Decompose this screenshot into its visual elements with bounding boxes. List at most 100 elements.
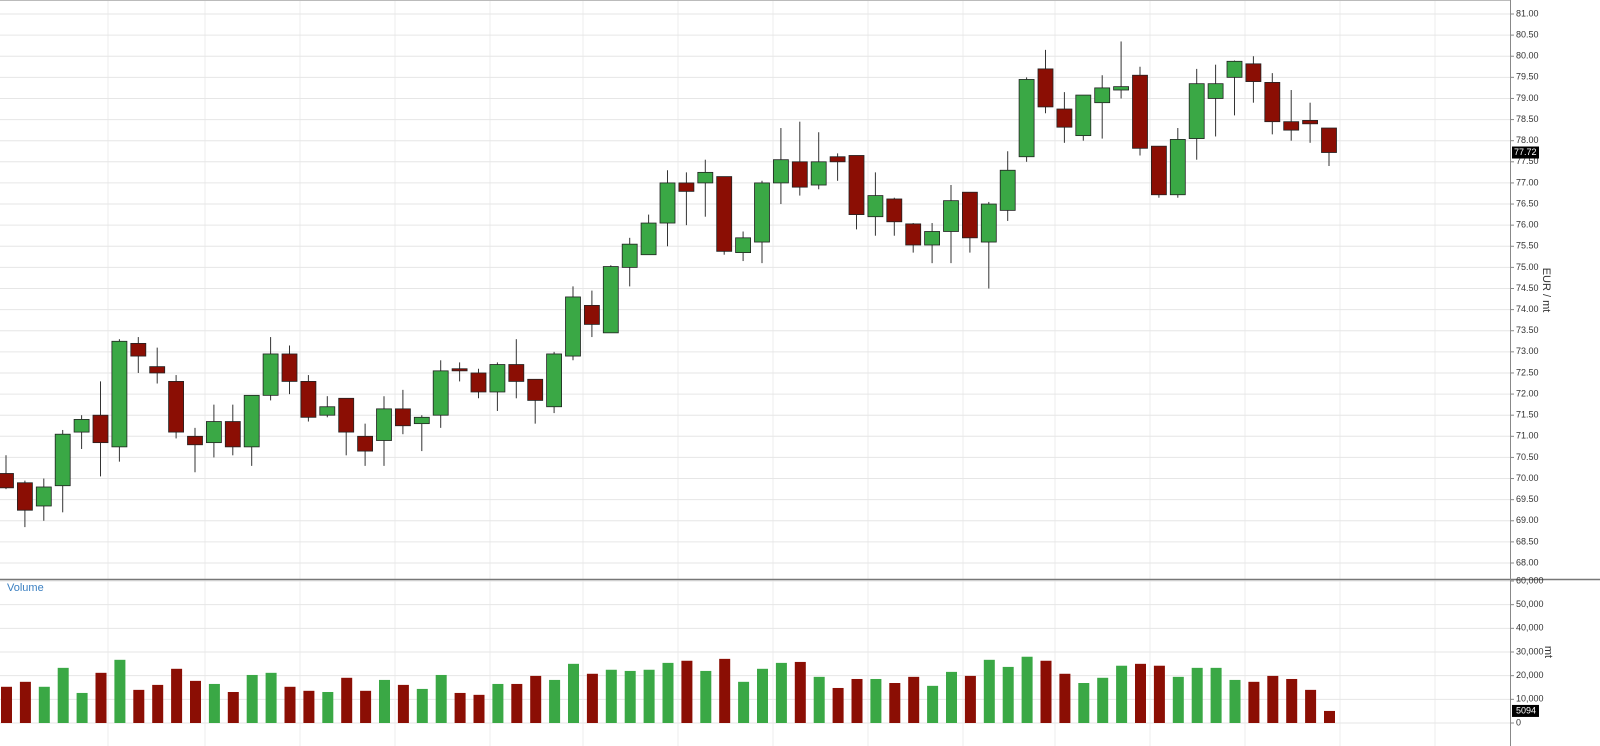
y-tick-label: 76.50 bbox=[1516, 198, 1539, 208]
volume-bar bbox=[57, 667, 69, 723]
candle-body bbox=[73, 419, 90, 433]
candle-body bbox=[16, 482, 33, 511]
volume-bar bbox=[1248, 681, 1260, 723]
candle-body bbox=[735, 237, 751, 254]
candle-body bbox=[1245, 63, 1262, 82]
volume-bar bbox=[152, 684, 164, 723]
candle-body bbox=[508, 364, 525, 382]
candle-body bbox=[1283, 121, 1300, 131]
y-tick-label: 20,000 bbox=[1516, 670, 1544, 680]
y-tick-label: 0 bbox=[1516, 717, 1521, 727]
y-tick-label: 81.00 bbox=[1516, 8, 1539, 18]
candle-body bbox=[243, 394, 260, 448]
volume-bar bbox=[492, 683, 504, 723]
volume-bar bbox=[1305, 689, 1317, 723]
volume-bar bbox=[870, 678, 882, 723]
y-tick-label: 74.50 bbox=[1516, 283, 1539, 293]
volume-bar bbox=[379, 679, 390, 723]
candle-body bbox=[1264, 82, 1281, 123]
candle-body bbox=[791, 161, 808, 188]
candle-body bbox=[1075, 94, 1092, 137]
volume-bar bbox=[265, 672, 277, 723]
candle-body bbox=[999, 169, 1016, 211]
volume-bar bbox=[927, 685, 939, 723]
last-price-label: 77.72 bbox=[1514, 147, 1537, 157]
volume-bar bbox=[983, 659, 995, 723]
volume-bar bbox=[208, 683, 220, 723]
last-price-box bbox=[1512, 146, 1539, 159]
volume-bar bbox=[416, 688, 428, 723]
candle-body bbox=[1169, 139, 1186, 196]
volume-bar bbox=[171, 668, 183, 723]
candle-body bbox=[905, 223, 922, 246]
candle-body bbox=[659, 182, 676, 224]
volume-bar bbox=[227, 691, 239, 723]
candle-body bbox=[149, 366, 166, 374]
volume-bar bbox=[605, 669, 617, 723]
volume-bar bbox=[624, 670, 636, 723]
volume-bar bbox=[813, 676, 825, 723]
volume-bar bbox=[1324, 710, 1335, 723]
volume-bar bbox=[473, 694, 485, 723]
volume-bar bbox=[700, 670, 712, 723]
candle-body bbox=[1188, 83, 1205, 139]
y-tick-label: 30,000 bbox=[1516, 646, 1544, 656]
volume-bar bbox=[38, 686, 50, 723]
candle-body bbox=[489, 364, 506, 393]
volume-bar bbox=[851, 678, 863, 723]
y-tick-label: 77.00 bbox=[1516, 177, 1539, 187]
y-tick-label: 71.50 bbox=[1516, 410, 1539, 420]
candle-body bbox=[527, 378, 544, 401]
candle-body bbox=[357, 435, 374, 452]
y-tick-label: 40,000 bbox=[1516, 623, 1544, 633]
candle-body bbox=[413, 416, 430, 425]
y-tick-label: 79.00 bbox=[1516, 93, 1539, 103]
candle-body bbox=[338, 397, 355, 433]
candle-body bbox=[281, 353, 298, 382]
last-volume-box bbox=[1512, 704, 1539, 717]
volume-bar bbox=[1191, 667, 1203, 723]
volume-bar bbox=[662, 662, 674, 723]
candle-body bbox=[584, 304, 600, 325]
volume-bar bbox=[1078, 683, 1090, 723]
volume-bar bbox=[1021, 656, 1033, 723]
y-tick-label: 72.00 bbox=[1516, 388, 1539, 398]
candle-body bbox=[962, 191, 978, 239]
candle-body bbox=[1018, 79, 1035, 158]
candle-body bbox=[1056, 108, 1073, 128]
y-tick-label: 72.50 bbox=[1516, 367, 1539, 377]
volume-bar bbox=[1229, 679, 1241, 723]
candle-body bbox=[470, 372, 487, 393]
candle-body bbox=[867, 195, 884, 218]
candle-body bbox=[1132, 74, 1148, 149]
candle-body bbox=[394, 408, 411, 427]
volume-bar bbox=[794, 661, 806, 723]
volume-bar bbox=[1059, 673, 1071, 723]
volume-bar bbox=[454, 692, 466, 723]
volume-bar bbox=[549, 679, 561, 723]
volume-bar bbox=[19, 681, 31, 723]
y-tick-label: 69.00 bbox=[1516, 515, 1539, 525]
candle-body bbox=[224, 421, 241, 448]
y-tick-label: 71.00 bbox=[1516, 431, 1539, 441]
candle-body bbox=[886, 198, 903, 223]
volume-bar bbox=[341, 677, 353, 723]
candle-body bbox=[451, 368, 468, 372]
y-tick-label: 73.50 bbox=[1516, 325, 1539, 335]
candle-body bbox=[1226, 60, 1243, 78]
y-tick-label: 80.50 bbox=[1516, 29, 1539, 39]
y-tick-label: 68.50 bbox=[1516, 536, 1539, 546]
candle-body bbox=[54, 433, 71, 487]
candle-body bbox=[716, 176, 733, 252]
candle-body bbox=[111, 340, 128, 448]
y-tick-label: 69.50 bbox=[1516, 494, 1539, 504]
candle-body bbox=[168, 381, 185, 433]
candle-body bbox=[773, 159, 789, 184]
volume-bar bbox=[360, 690, 372, 723]
volume-bar bbox=[1040, 660, 1052, 723]
volume-bar bbox=[757, 668, 768, 723]
volume-bar bbox=[1172, 676, 1184, 723]
volume-bar bbox=[511, 683, 523, 723]
candle-body bbox=[1037, 68, 1054, 108]
